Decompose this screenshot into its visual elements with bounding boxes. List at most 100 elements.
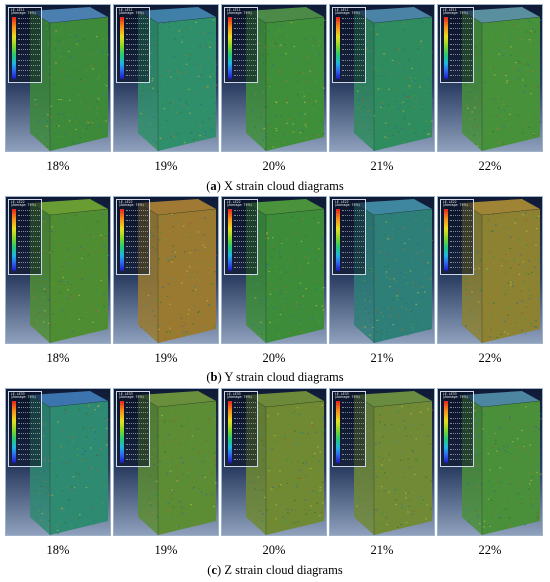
mesh-speck — [197, 64, 199, 66]
mesh-speck — [422, 423, 425, 425]
mesh-speck — [98, 310, 100, 312]
mesh-speck — [520, 116, 523, 118]
mesh-speck — [150, 433, 153, 435]
mesh-speck — [192, 63, 195, 65]
mesh-speck — [408, 239, 411, 241]
mesh-speck — [504, 35, 507, 37]
legend-tick — [126, 454, 148, 455]
mesh-speck — [314, 40, 316, 42]
mesh-speck — [427, 262, 429, 264]
mesh-speck — [62, 102, 65, 104]
mesh-speck — [520, 254, 522, 256]
mesh-speck — [66, 505, 69, 507]
mesh-speck — [379, 460, 382, 462]
mesh-speck — [482, 33, 484, 35]
mesh-speck — [494, 443, 497, 445]
mesh-speck — [163, 419, 166, 421]
mesh-speck — [480, 483, 483, 485]
mesh-speck — [194, 140, 197, 142]
mesh-speck — [54, 291, 57, 294]
mesh-speck — [173, 55, 176, 58]
mesh-speck — [186, 308, 188, 310]
mesh-speck — [506, 80, 509, 82]
mesh-speck — [311, 422, 313, 424]
mesh-speck — [298, 443, 300, 445]
legend-title: LE, LE33 (Average: 75%) — [335, 392, 360, 400]
mesh-speck — [252, 507, 254, 509]
mesh-speck — [408, 95, 411, 98]
mesh-speck — [511, 137, 513, 139]
mesh-speck — [416, 326, 418, 328]
mesh-speck — [54, 301, 57, 303]
mesh-speck — [378, 490, 380, 492]
legend-tick — [342, 407, 364, 409]
mesh-speck — [198, 213, 201, 215]
legend-tick — [234, 23, 256, 25]
mesh-speck — [202, 234, 205, 236]
mesh-speck — [317, 287, 320, 289]
legend-tick — [234, 54, 256, 56]
legend-tick — [342, 262, 364, 263]
mesh-speck — [528, 289, 531, 291]
mesh-speck — [175, 466, 178, 468]
mesh-speck — [101, 51, 104, 53]
mesh-speck — [407, 106, 410, 108]
mesh-speck — [71, 436, 74, 438]
mesh-speck — [193, 138, 195, 140]
mesh-speck — [279, 514, 281, 516]
mesh-speck — [104, 417, 107, 419]
mesh-speck — [321, 481, 324, 483]
mesh-speck — [386, 477, 388, 479]
mesh-speck — [149, 515, 152, 518]
mesh-speck — [376, 33, 379, 35]
mesh-speck — [274, 115, 277, 117]
mesh-speck — [523, 281, 525, 283]
mesh-speck — [96, 311, 98, 313]
mesh-speck — [214, 112, 216, 114]
mesh-speck — [267, 120, 269, 122]
mesh-speck — [258, 327, 260, 330]
mesh-speck — [532, 210, 535, 212]
mesh-speck — [292, 80, 295, 82]
mesh-speck — [510, 458, 513, 460]
mesh-speck — [175, 416, 177, 418]
mesh-speck — [205, 86, 207, 88]
mesh-speck — [91, 212, 93, 214]
mesh-speck — [155, 480, 157, 482]
color-legend: LE, LE11 (Average: 75%) — [332, 7, 366, 83]
legend-title: LE, LE33 (Average: 75%) — [119, 392, 144, 400]
mesh-speck — [185, 257, 187, 259]
mesh-speck — [162, 239, 164, 241]
mesh-speck — [62, 42, 65, 44]
mesh-speck — [386, 38, 389, 40]
mesh-speck — [321, 86, 323, 88]
mesh-speck — [395, 78, 398, 80]
legend-tick — [18, 75, 40, 77]
mesh-speck — [483, 526, 485, 528]
mesh-speck — [323, 429, 325, 431]
mesh-speck — [314, 80, 316, 82]
mesh-speck — [415, 252, 418, 254]
mesh-speck — [94, 64, 97, 66]
mesh-speck — [214, 458, 216, 461]
legend-tick — [234, 49, 256, 51]
mesh-speck — [357, 107, 359, 109]
mesh-speck — [372, 82, 374, 84]
mesh-speck — [283, 434, 286, 437]
mesh-speck — [499, 467, 502, 469]
mesh-speck — [323, 87, 325, 89]
mesh-speck — [421, 74, 423, 76]
mesh-speck — [380, 333, 382, 335]
mesh-speck — [148, 502, 151, 504]
mesh-speck — [292, 292, 295, 294]
mesh-speck — [92, 122, 94, 124]
mesh-speck — [77, 290, 80, 292]
mesh-speck — [264, 496, 266, 498]
mesh-speck — [68, 77, 70, 80]
mesh-speck — [69, 517, 71, 519]
mesh-speck — [79, 476, 82, 478]
mesh-speck — [411, 81, 414, 83]
mesh-speck — [261, 299, 263, 301]
mesh-speck — [268, 83, 270, 85]
strain-panel: LE, LE11 (Average: 75%) — [5, 4, 111, 152]
